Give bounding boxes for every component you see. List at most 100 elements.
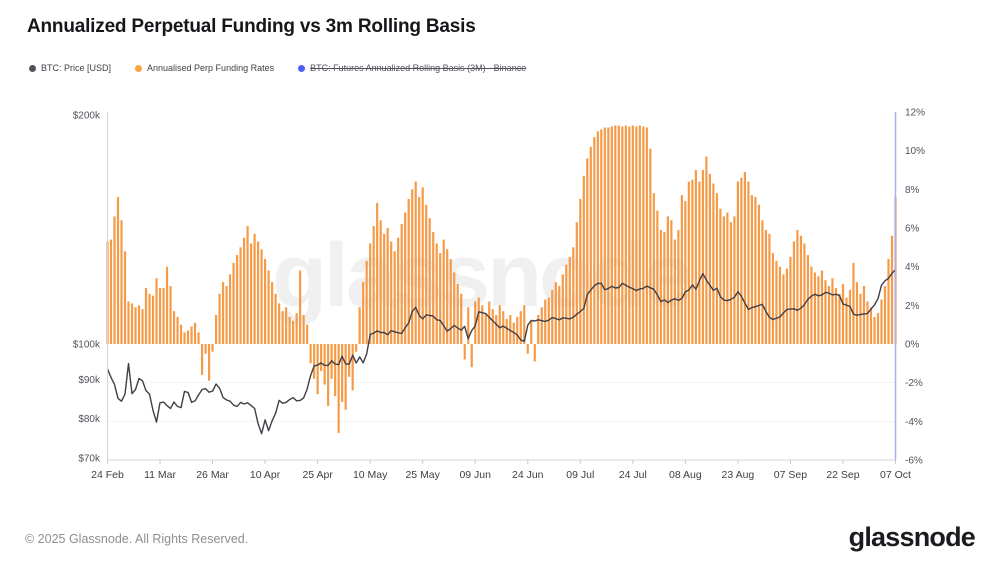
funding-rate-bar[interactable] bbox=[838, 293, 841, 344]
funding-rate-bar[interactable] bbox=[516, 316, 519, 344]
funding-rate-bar[interactable] bbox=[677, 229, 680, 344]
funding-rate-bar[interactable] bbox=[789, 257, 792, 344]
funding-rate-bar[interactable] bbox=[621, 126, 624, 345]
funding-rate-bar[interactable] bbox=[537, 315, 540, 344]
funding-rate-bar[interactable] bbox=[134, 307, 137, 344]
funding-rate-bar[interactable] bbox=[519, 311, 522, 344]
funding-rate-bar[interactable] bbox=[239, 247, 242, 344]
funding-rate-bar[interactable] bbox=[705, 156, 708, 344]
funding-rate-bar[interactable] bbox=[477, 297, 480, 344]
funding-rate-bar[interactable] bbox=[127, 301, 130, 344]
funding-rate-bar[interactable] bbox=[428, 218, 431, 344]
funding-rate-bar[interactable] bbox=[404, 212, 407, 344]
funding-rate-bar[interactable] bbox=[750, 195, 754, 344]
funding-rate-bar[interactable] bbox=[698, 181, 701, 344]
funding-rate-bar[interactable] bbox=[852, 262, 855, 344]
funding-rate-bar[interactable] bbox=[316, 344, 319, 395]
funding-rate-bar[interactable] bbox=[235, 255, 239, 344]
funding-rate-bar[interactable] bbox=[348, 344, 351, 377]
funding-rate-bar[interactable] bbox=[390, 241, 393, 344]
funding-rate-bar[interactable] bbox=[225, 286, 228, 344]
funding-rate-bar[interactable] bbox=[890, 235, 894, 344]
funding-rate-bar[interactable] bbox=[831, 278, 834, 344]
funding-rate-bar[interactable] bbox=[341, 344, 344, 402]
funding-rate-bar[interactable] bbox=[344, 344, 347, 410]
funding-rate-bar[interactable] bbox=[719, 208, 722, 344]
funding-rate-bar[interactable] bbox=[540, 307, 543, 344]
funding-rate-bar[interactable] bbox=[796, 229, 799, 344]
funding-rate-bar[interactable] bbox=[337, 344, 340, 433]
funding-rate-bar[interactable] bbox=[484, 313, 487, 344]
funding-rate-bar[interactable] bbox=[421, 187, 424, 344]
funding-rate-bar[interactable] bbox=[558, 286, 561, 344]
funding-rate-bar[interactable] bbox=[659, 229, 662, 344]
funding-rate-bar[interactable] bbox=[172, 311, 176, 344]
funding-rate-bar[interactable] bbox=[883, 286, 887, 344]
funding-rate-bar[interactable] bbox=[295, 313, 298, 344]
funding-rate-bar[interactable] bbox=[183, 332, 186, 344]
funding-rate-bar[interactable] bbox=[876, 313, 880, 344]
funding-rate-bar[interactable] bbox=[249, 243, 253, 344]
funding-rate-bar[interactable] bbox=[495, 315, 498, 344]
funding-rate-bar[interactable] bbox=[278, 303, 281, 344]
funding-rate-bar[interactable] bbox=[158, 287, 162, 344]
funding-rate-bar[interactable] bbox=[313, 344, 316, 379]
funding-rate-bar[interactable] bbox=[323, 344, 326, 385]
funding-rate-bar[interactable] bbox=[768, 233, 771, 344]
funding-rate-bar[interactable] bbox=[855, 282, 859, 344]
funding-rate-bar[interactable] bbox=[320, 344, 323, 372]
funding-rate-bar[interactable] bbox=[358, 307, 361, 344]
funding-rate-bar[interactable] bbox=[446, 249, 449, 344]
funding-rate-bar[interactable] bbox=[684, 200, 687, 344]
funding-rate-bar[interactable] bbox=[505, 318, 508, 344]
funding-rate-bar[interactable] bbox=[362, 282, 365, 344]
funding-rate-bar[interactable] bbox=[383, 233, 386, 344]
funding-rate-bar[interactable] bbox=[691, 179, 694, 344]
funding-rate-bar[interactable] bbox=[155, 278, 158, 344]
funding-rate-bar[interactable] bbox=[635, 126, 638, 345]
funding-rate-bar[interactable] bbox=[568, 257, 571, 344]
funding-rate-bar[interactable] bbox=[512, 322, 515, 344]
legend-item-btc-price[interactable]: BTC: Price [USD] bbox=[29, 63, 111, 73]
funding-rate-bar[interactable] bbox=[176, 316, 179, 344]
funding-rate-bar[interactable] bbox=[799, 235, 803, 344]
funding-rate-bar[interactable] bbox=[579, 199, 582, 344]
funding-rate-bar[interactable] bbox=[232, 262, 235, 344]
funding-rate-bar[interactable] bbox=[593, 137, 596, 344]
funding-rate-bar[interactable] bbox=[144, 287, 148, 344]
funding-rate-bar[interactable] bbox=[162, 287, 165, 344]
funding-rate-bar[interactable] bbox=[859, 293, 862, 344]
funding-rate-bar[interactable] bbox=[869, 307, 873, 344]
funding-rate-bar[interactable] bbox=[414, 181, 417, 344]
funding-rate-bar[interactable] bbox=[200, 344, 204, 375]
funding-rate-bar[interactable] bbox=[365, 260, 368, 344]
funding-rate-bar[interactable] bbox=[631, 125, 634, 344]
funding-rate-bar[interactable] bbox=[442, 239, 445, 344]
funding-rate-bar[interactable] bbox=[151, 295, 155, 344]
funding-rate-bar[interactable] bbox=[449, 258, 452, 344]
funding-rate-bar[interactable] bbox=[873, 316, 876, 344]
funding-rate-bar[interactable] bbox=[694, 170, 697, 344]
funding-rate-bar[interactable] bbox=[246, 226, 249, 344]
funding-rate-bar[interactable] bbox=[733, 216, 736, 344]
funding-rate-bar[interactable] bbox=[687, 181, 690, 344]
funding-rate-bar[interactable] bbox=[736, 181, 739, 344]
funding-rate-bar[interactable] bbox=[271, 282, 274, 344]
funding-rate-bar[interactable] bbox=[218, 293, 221, 344]
funding-rate-bar[interactable] bbox=[281, 311, 284, 344]
funding-rate-bar[interactable] bbox=[782, 274, 785, 344]
funding-rate-bar[interactable] bbox=[299, 270, 302, 344]
funding-rate-bar[interactable] bbox=[411, 189, 414, 344]
funding-rate-bar[interactable] bbox=[708, 173, 711, 344]
funding-rate-bar[interactable] bbox=[817, 276, 820, 344]
funding-rate-bar[interactable] bbox=[785, 268, 789, 344]
funding-rate-bar[interactable] bbox=[488, 301, 491, 344]
funding-rate-bar[interactable] bbox=[460, 293, 463, 344]
funding-rate-bar[interactable] bbox=[628, 126, 631, 345]
funding-rate-bar[interactable] bbox=[701, 170, 704, 344]
funding-rate-bar[interactable] bbox=[267, 270, 270, 344]
funding-rate-bar[interactable] bbox=[775, 260, 778, 344]
funding-rate-bar[interactable] bbox=[670, 220, 673, 344]
funding-rate-bar[interactable] bbox=[715, 193, 718, 344]
funding-rate-bar[interactable] bbox=[292, 320, 295, 344]
